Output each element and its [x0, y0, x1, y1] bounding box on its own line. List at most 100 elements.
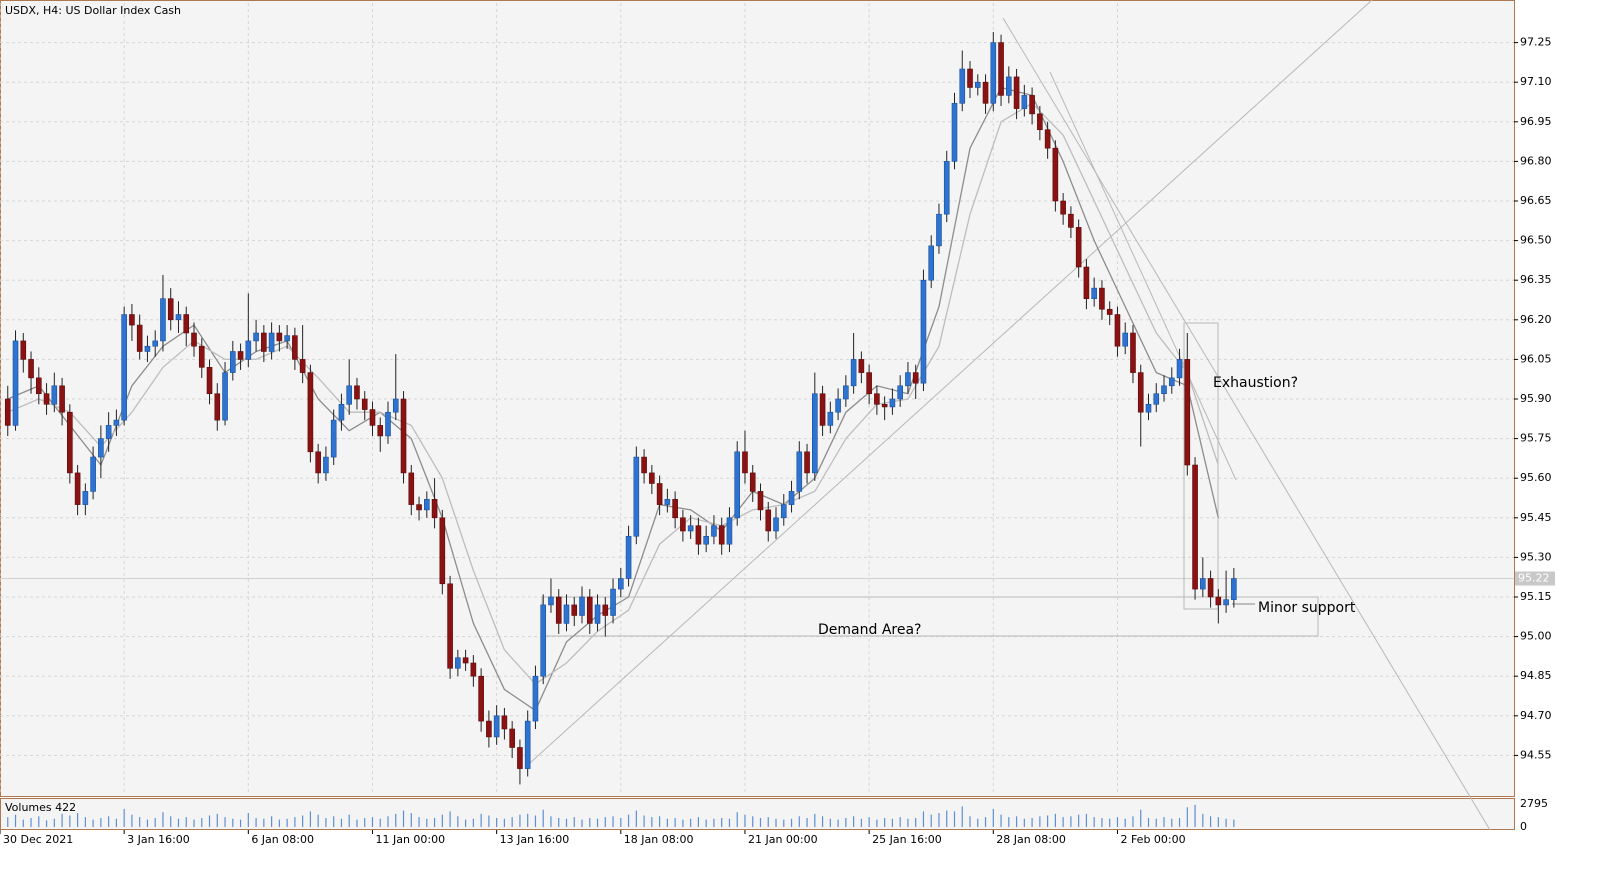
y-tick-label: 95.45	[1520, 511, 1552, 524]
candle-body	[881, 403, 888, 408]
volume-pane	[0, 798, 1515, 830]
candle-body	[718, 525, 725, 545]
candle-body	[28, 359, 34, 379]
candle-body	[540, 604, 547, 677]
candle-body	[129, 314, 135, 326]
candle-body	[501, 715, 508, 730]
candle-body	[1114, 314, 1121, 347]
candle-body	[90, 456, 96, 492]
candle-body	[695, 525, 702, 545]
y-tick-label: 97.10	[1520, 75, 1552, 88]
candle-body	[160, 298, 166, 342]
candle-body	[222, 372, 228, 421]
current-price-label: 95.22	[1518, 572, 1550, 585]
candle-body	[431, 499, 438, 519]
candle-body	[905, 372, 911, 387]
candle-body	[1215, 596, 1222, 606]
candle-body	[354, 385, 360, 400]
candle-body	[439, 517, 446, 585]
candle-body	[43, 393, 50, 405]
y-tick-label: 97.25	[1520, 36, 1552, 49]
candle-body	[1231, 578, 1237, 600]
candle-body	[827, 411, 834, 426]
candle-body	[330, 419, 337, 458]
candle-body	[711, 525, 717, 537]
candle-body	[1130, 332, 1136, 373]
candle-body	[315, 451, 321, 474]
x-tick-label: 30 Dec 2021	[3, 833, 73, 846]
candle-body	[602, 604, 609, 616]
y-tick-label: 96.95	[1520, 115, 1552, 128]
candle-body	[641, 456, 647, 474]
candle-body	[1176, 359, 1183, 379]
candle-body	[4, 398, 11, 426]
candle-body	[292, 335, 298, 360]
candle-body	[1006, 76, 1012, 96]
candle-body	[912, 372, 919, 384]
candle-body	[74, 472, 81, 505]
candle-body	[1223, 599, 1229, 606]
candle-body	[214, 393, 221, 421]
y-tick-label: 95.00	[1520, 630, 1552, 643]
candle-body	[20, 340, 27, 360]
x-tick-label: 11 Jan 00:00	[375, 833, 445, 846]
candle-body	[936, 213, 942, 247]
y-tick-label: 95.15	[1520, 590, 1552, 603]
annotation: Minor support	[1258, 600, 1356, 616]
exhaustion-box	[1183, 322, 1219, 610]
candle-body	[928, 245, 935, 281]
candle-body	[113, 419, 120, 426]
x-tick-label: 25 Jan 16:00	[872, 833, 942, 846]
candle-body	[1083, 266, 1090, 299]
y-tick-label: 94.55	[1520, 748, 1552, 761]
candle-body	[1029, 95, 1035, 115]
candle-body	[780, 504, 787, 519]
candle-body	[517, 747, 523, 769]
candle-body	[424, 499, 430, 511]
candle-body	[951, 103, 958, 162]
candle-body	[1052, 147, 1059, 202]
candle-body	[191, 332, 197, 347]
candle-body	[889, 398, 896, 408]
candle-body	[656, 483, 663, 505]
x-tick-label: 13 Jan 16:00	[500, 833, 570, 846]
candle-body	[1168, 377, 1175, 387]
candle-body	[385, 411, 391, 437]
candle-body	[1192, 464, 1198, 590]
candle-body	[734, 451, 741, 519]
candle-body	[555, 596, 562, 624]
candle-body	[726, 517, 733, 545]
candle-body	[323, 456, 329, 474]
volume-label: Volumes 422	[5, 801, 76, 814]
annotation: Exhaustion?	[1213, 375, 1298, 391]
candle-body	[121, 314, 127, 421]
candle-body	[346, 385, 353, 405]
candle-body	[749, 472, 756, 492]
candle-body	[1068, 213, 1074, 228]
candle-body	[1013, 76, 1020, 109]
candle-body	[12, 340, 19, 426]
candle-body	[571, 604, 578, 616]
candle-body	[276, 332, 283, 342]
candle-body	[447, 583, 453, 669]
y-tick-label: 94.85	[1520, 669, 1552, 682]
candle-body	[416, 504, 422, 511]
candle-body	[1044, 129, 1051, 149]
candle-body	[1207, 578, 1214, 598]
candle-body	[967, 68, 973, 88]
y-tick-label: 96.20	[1520, 313, 1552, 326]
candle-body	[804, 451, 810, 474]
candle-body	[307, 372, 314, 453]
drawings	[529, 0, 1491, 831]
candle-body	[175, 314, 182, 321]
candle-body	[136, 324, 143, 352]
y-tick-label: 95.60	[1520, 471, 1552, 484]
x-tick-label: 18 Jan 08:00	[624, 833, 694, 846]
candle-body	[1122, 332, 1129, 347]
candle-body	[524, 720, 531, 769]
candle-body	[183, 314, 190, 334]
candle-body	[198, 345, 205, 368]
candle-body	[625, 535, 632, 579]
candle-body	[742, 451, 748, 474]
